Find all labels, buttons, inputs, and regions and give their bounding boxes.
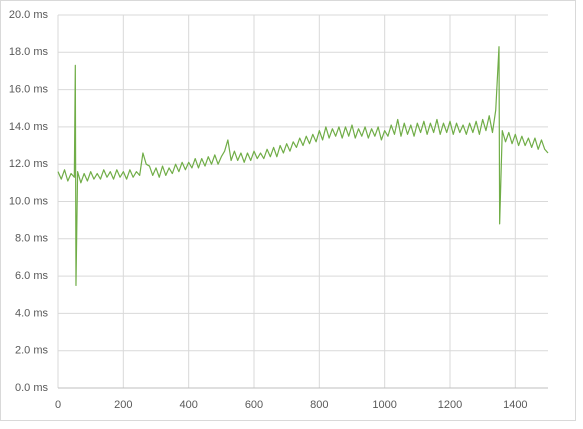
chart-border bbox=[0, 0, 576, 421]
x-tick-label: 400 bbox=[179, 399, 197, 411]
x-tick-label: 1200 bbox=[438, 399, 462, 411]
y-tick-label: 10.0 ms bbox=[9, 195, 49, 207]
x-tick-label: 1400 bbox=[503, 399, 527, 411]
x-tick-label: 200 bbox=[114, 399, 132, 411]
x-tick-label: 800 bbox=[310, 399, 328, 411]
x-tick-label: 1000 bbox=[372, 399, 396, 411]
y-tick-label: 18.0 ms bbox=[9, 46, 49, 58]
series-line bbox=[57, 46, 549, 287]
x-tick-label: 600 bbox=[245, 399, 263, 411]
y-tick-label: 2.0 ms bbox=[15, 345, 49, 357]
x-tick-label: 0 bbox=[55, 399, 61, 411]
y-tick-label: 14.0 ms bbox=[9, 121, 49, 133]
y-tick-label: 12.0 ms bbox=[9, 158, 49, 170]
y-tick-label: 8.0 ms bbox=[15, 233, 49, 245]
y-tick-label: 16.0 ms bbox=[9, 84, 49, 96]
y-tick-label: 20.0 ms bbox=[9, 9, 49, 21]
y-tick-label: 6.0 ms bbox=[15, 270, 49, 282]
y-tick-label: 4.0 ms bbox=[15, 307, 49, 319]
y-tick-label: 0.0 ms bbox=[15, 382, 49, 394]
